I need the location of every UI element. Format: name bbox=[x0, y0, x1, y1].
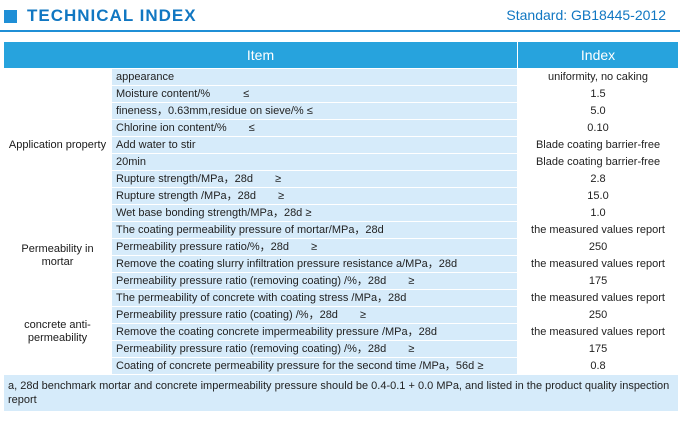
table-row: Moisture content/% ≤ 1.5 bbox=[4, 85, 680, 103]
table-header-row: Item Index bbox=[2, 41, 680, 69]
item-cell: Permeability pressure ratio (removing co… bbox=[110, 272, 519, 290]
item-cell: Chlorine ion content/% ≤ bbox=[110, 119, 519, 137]
table-row: Remove the coating slurry infiltration p… bbox=[4, 255, 680, 273]
index-cell: 1.0 bbox=[517, 204, 680, 222]
index-cell: 0.10 bbox=[517, 119, 680, 137]
index-cell: the measured values report bbox=[517, 255, 680, 273]
item-cell: Moisture content/% ≤ bbox=[110, 85, 519, 103]
title-wrap: TECHNICAL INDEX bbox=[4, 6, 197, 26]
table-row: Chlorine ion content/% ≤ 0.10 bbox=[4, 119, 680, 137]
index-cell: 0.8 bbox=[517, 357, 680, 375]
item-cell: fineness，0.63mm,residue on sieve/% ≤ bbox=[110, 102, 519, 120]
index-cell: 175 bbox=[517, 340, 680, 358]
table-row: Coating of concrete permeability pressur… bbox=[4, 357, 680, 375]
item-cell: Remove the coating slurry infiltration p… bbox=[110, 255, 519, 273]
item-cell: The permeability of concrete with coatin… bbox=[110, 289, 519, 307]
item-cell: Remove the coating concrete impermeabili… bbox=[110, 323, 519, 341]
table-row: Wet base bonding strength/MPa，28d ≥ 1.0 bbox=[4, 204, 680, 222]
page-header: TECHNICAL INDEX Standard: GB18445-2012 bbox=[0, 0, 680, 34]
table-row: Permeability pressure ratio (coating) /%… bbox=[4, 306, 680, 324]
header-divider bbox=[0, 30, 680, 32]
item-cell: The coating permeability pressure of mor… bbox=[110, 221, 519, 239]
group-label-concrete: concrete anti-permeability bbox=[3, 289, 112, 375]
item-cell: Permeability pressure ratio/%，28d ≥ bbox=[110, 238, 519, 256]
table-row: Rupture strength/MPa，28d ≥ 2.8 bbox=[4, 170, 680, 188]
group-label-application: Application property bbox=[3, 68, 112, 222]
index-cell: 175 bbox=[517, 272, 680, 290]
table-row: Permeability pressure ratio (removing co… bbox=[4, 340, 680, 358]
item-cell: 20min bbox=[110, 153, 519, 171]
index-cell: 1.5 bbox=[517, 85, 680, 103]
index-cell: uniformity, no caking bbox=[517, 68, 680, 86]
index-cell: the measured values report bbox=[517, 323, 680, 341]
item-cell: Permeability pressure ratio (coating) /%… bbox=[110, 306, 519, 324]
index-cell: Blade coating barrier-free bbox=[517, 136, 680, 154]
column-header-index: Index bbox=[517, 41, 680, 69]
table-row: concrete anti-permeability The permeabil… bbox=[3, 289, 680, 375]
table-row: Permeability in mortar The coating perme… bbox=[3, 221, 680, 290]
column-header-item: Item bbox=[2, 41, 519, 69]
index-cell: 5.0 bbox=[517, 102, 680, 120]
standard-label: Standard: GB18445-2012 bbox=[506, 7, 666, 23]
technical-index-table: Item Index Application property appearan… bbox=[2, 41, 680, 412]
table-row: Application property appearance uniformi… bbox=[3, 68, 680, 222]
index-cell: 250 bbox=[517, 238, 680, 256]
table-row: Permeability pressure ratio/%，28d ≥ 250 bbox=[4, 238, 680, 256]
item-cell: Rupture strength /MPa，28d ≥ bbox=[110, 187, 519, 205]
index-cell: the measured values report bbox=[517, 289, 680, 307]
index-cell: Blade coating barrier-free bbox=[517, 153, 680, 171]
title-square-icon bbox=[4, 9, 17, 23]
index-cell: the measured values report bbox=[517, 221, 680, 239]
page-title: TECHNICAL INDEX bbox=[27, 6, 197, 25]
item-cell: appearance bbox=[110, 68, 519, 86]
item-cell: Add water to stir bbox=[110, 136, 519, 154]
item-cell: Rupture strength/MPa，28d ≥ bbox=[110, 170, 519, 188]
index-cell: 15.0 bbox=[517, 187, 680, 205]
footnote: a, 28d benchmark mortar and concrete imp… bbox=[2, 374, 680, 412]
group-label-mortar: Permeability in mortar bbox=[3, 221, 112, 290]
index-cell: 250 bbox=[517, 306, 680, 324]
note-row: a, 28d benchmark mortar and concrete imp… bbox=[2, 374, 680, 412]
item-cell: Coating of concrete permeability pressur… bbox=[110, 357, 519, 375]
table-row: fineness，0.63mm,residue on sieve/% ≤ 5.0 bbox=[4, 102, 680, 120]
item-cell: Wet base bonding strength/MPa，28d ≥ bbox=[110, 204, 519, 222]
table-row: Rupture strength /MPa，28d ≥ 15.0 bbox=[4, 187, 680, 205]
table-row: 20min Blade coating barrier-free bbox=[4, 153, 680, 171]
item-cell: Permeability pressure ratio (removing co… bbox=[110, 340, 519, 358]
index-cell: 2.8 bbox=[517, 170, 680, 188]
